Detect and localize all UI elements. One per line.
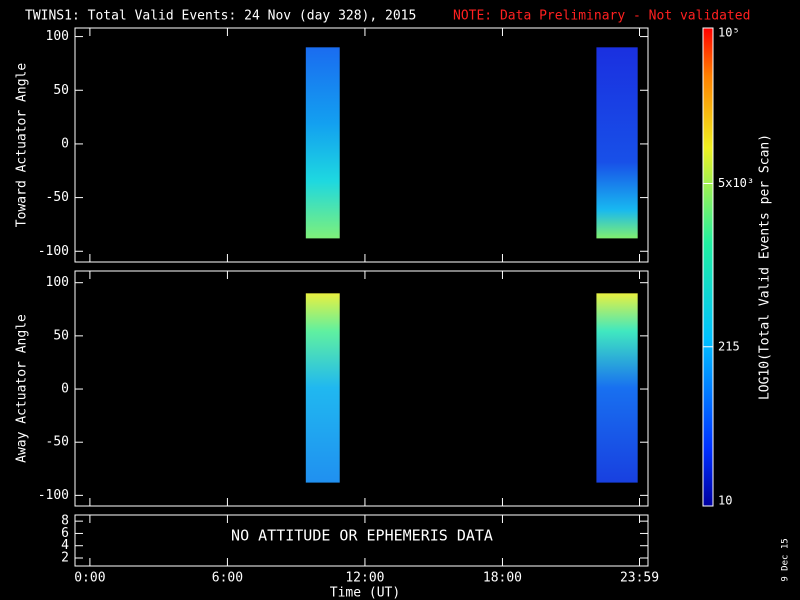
y-axis-label: Toward Actuator Angle [15,63,30,228]
x-axis-label: Time (UT) [330,586,400,600]
data-block [596,47,638,239]
y-axis-label: Away Actuator Angle [15,314,30,463]
colorbar-label: LOG10(Total Valid Events per Scan) [758,134,773,400]
y-tick-label: 0 [61,136,69,151]
panel-frame [74,514,649,567]
y-tick-label: -100 [38,488,69,503]
panel-frame [74,270,649,507]
y-tick-label: 0 [61,382,69,397]
annotation: NO ATTITUDE OR EPHEMERIS DATA [231,527,493,545]
y-tick-label: 50 [53,328,69,343]
y-tick-label: -100 [38,244,69,259]
y-tick-label: 100 [46,29,69,44]
y-tick-label: -50 [46,190,69,205]
data-block [596,293,638,483]
colorbar-tick-label: 5x10³ [718,176,754,190]
x-tick-label: 0:00 [74,571,105,586]
colorbar-tick-label: 10⁵ [718,26,740,40]
colorbar [702,27,714,507]
x-tick-label: 18:00 [483,571,522,586]
y-tick-label: 8 [61,514,69,529]
y-tick-label: 4 [61,538,69,553]
panel-frame [74,27,649,263]
y-tick-label: 100 [46,275,69,290]
colorbar-tick-label: 10 [718,494,732,508]
x-tick-label: 6:00 [212,571,243,586]
title: TWINS1: Total Valid Events: 24 Nov (day … [25,9,416,24]
data-block [305,47,340,239]
y-tick-label: -50 [46,435,69,450]
data-block [305,293,340,483]
note: NOTE: Data Preliminary - Not validated [453,9,750,24]
date-stamp: 9 Dec 15 [781,538,791,581]
y-tick-label: 2 [61,551,69,566]
colorbar-tick-label: 215 [718,339,740,353]
x-tick-label: 12:00 [345,571,384,586]
y-tick-label: 6 [61,526,69,541]
x-tick-label: 23:59 [620,571,659,586]
y-tick-label: 50 [53,83,69,98]
